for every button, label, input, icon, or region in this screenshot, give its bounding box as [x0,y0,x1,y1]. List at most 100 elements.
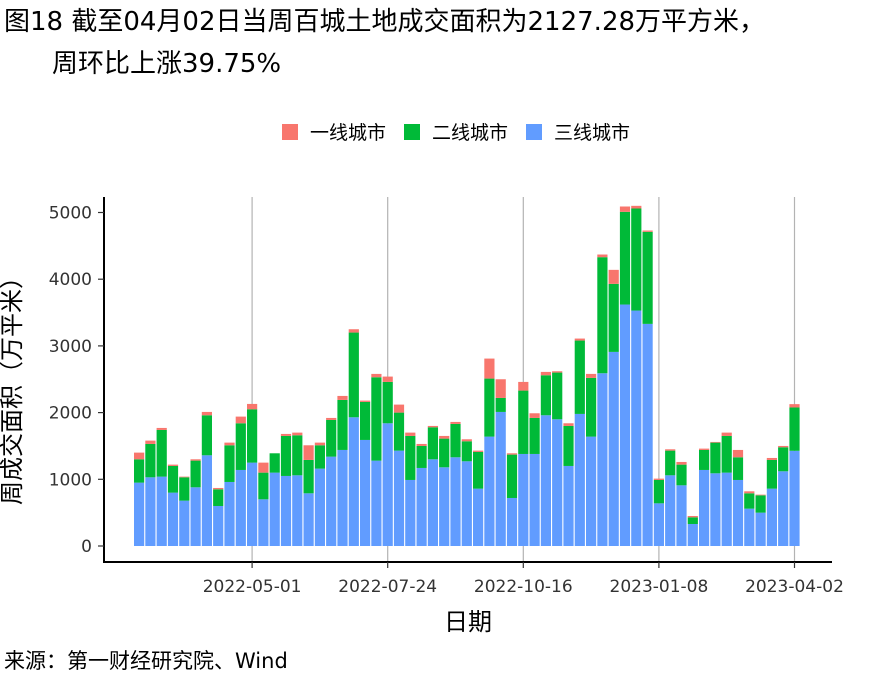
bar-series1-week0 [134,459,145,483]
bar-series0-week52 [721,432,732,436]
bar-series2-week52 [721,472,732,546]
legend-item-tier3: 三线城市 [526,118,630,145]
bar-series0-week38 [563,423,574,426]
bar-series1-week15 [303,459,314,494]
bar-series0-week17 [326,417,337,420]
bar-series1-week48 [676,464,687,486]
bar-series1-week3 [167,465,179,493]
bar-series0-week8 [224,442,235,446]
x-tick-label-3: 2023-01-08 [610,577,709,597]
bar-series0-week14 [292,432,303,436]
bar-series2-week19 [348,417,359,546]
bar-series2-week20 [360,439,371,546]
bar-series1-week51 [710,442,721,474]
bar-series2-week40 [586,436,597,546]
bar-series2-week12 [269,472,280,546]
axes [103,197,832,563]
bar-series1-week7 [213,489,224,506]
bar-series2-week30 [473,488,484,546]
bar-series0-week21 [371,373,382,378]
bar-series1-week37 [552,372,563,420]
chart-title-line2: 周环比上涨39.75% [52,49,282,79]
bar-series2-week43 [619,304,631,546]
bar-series2-week17 [326,456,337,546]
bar-series0-week9 [235,416,246,424]
bar-series0-week37 [552,371,563,373]
bar-series0-week18 [337,395,348,400]
bar-series1-week4 [179,477,190,501]
bar-series0-week50 [699,448,710,450]
legend-swatch-tier3 [526,123,543,140]
bar-series2-week32 [495,411,506,546]
bar-series2-week45 [642,323,653,546]
bar-series0-week30 [473,450,484,452]
bar-series0-week40 [586,373,597,378]
bar-series2-week18 [337,449,348,546]
bar-series0-week45 [642,230,653,232]
bar-series2-week44 [631,310,642,546]
bar-series2-week38 [563,465,574,546]
y-tick-label-2: 2000 [49,404,92,424]
legend-swatch-tier2 [404,123,421,140]
bar-series2-week36 [540,415,551,546]
bar-series2-week9 [235,469,246,546]
bar-series1-week27 [439,438,450,468]
legend-item-tier1: 一线城市 [282,118,386,145]
bar-series1-week29 [461,441,472,462]
bar-series2-week37 [552,419,563,546]
bar-series1-week33 [506,454,518,498]
bar-series1-week2 [156,429,167,477]
bar-series0-week6 [201,411,212,416]
bar-series1-week58 [789,407,800,451]
bar-series1-week9 [235,423,246,470]
bar-series1-week40 [586,377,597,437]
bar-series1-week32 [495,397,506,412]
bar-series2-week21 [371,460,382,546]
bar-series0-week7 [213,487,224,490]
x-tick-label-1: 2022-07-24 [338,577,437,597]
bar-series1-week55 [755,495,766,513]
bar-series2-week27 [439,467,450,546]
bar-series0-week24 [405,432,416,436]
bar-series1-week47 [665,450,676,476]
bar-series1-week8 [224,445,235,482]
bar-series1-week19 [348,332,359,418]
bar-series0-week1 [145,440,156,444]
bar-series1-week1 [145,443,156,478]
bar-series2-week41 [597,373,608,546]
chart-legend: 一线城市 二线城市 三线城市 [282,118,648,145]
bar-series2-week49 [687,523,698,546]
bar-series0-week31 [484,358,495,379]
bar-series1-week36 [540,375,551,416]
bar-series1-week20 [360,401,371,440]
bar-series1-week17 [326,419,337,457]
bar-series2-week31 [484,436,495,546]
y-tick-label-4: 4000 [49,270,92,290]
legend-label-tier1: 一线城市 [310,122,387,144]
bar-series1-week10 [247,409,258,463]
ticks: 0 1000 2000 3000 4000 5000 2022-05-01 2022-07-2… [49,204,844,598]
bar-series2-week55 [755,512,766,546]
x-axis-title: 日期 [444,608,492,636]
bar-series0-week56 [766,457,777,460]
bar-series1-week46 [653,479,664,504]
bar-series0-week58 [789,404,800,408]
x-tick-label-2: 2022-10-16 [474,577,573,597]
bar-series1-week16 [314,445,325,469]
y-tick-label-3: 3000 [49,337,92,357]
bar-series1-week35 [529,417,540,454]
bar-series0-week15 [303,445,314,460]
bar-series2-week53 [732,479,744,546]
bar-series1-week39 [574,340,585,414]
bar-series1-week45 [642,231,653,324]
legend-swatch-tier1 [282,123,298,140]
bar-series1-week53 [732,457,744,480]
bar-series2-week13 [280,475,292,546]
bar-series1-week44 [631,208,642,311]
legend-label-tier3: 三线城市 [554,122,631,144]
bar-series0-week25 [416,443,427,446]
bar-series0-week44 [631,205,642,209]
bars [134,205,800,547]
bar-series1-week31 [484,378,495,437]
legend-item-tier2: 二线城市 [404,118,508,145]
